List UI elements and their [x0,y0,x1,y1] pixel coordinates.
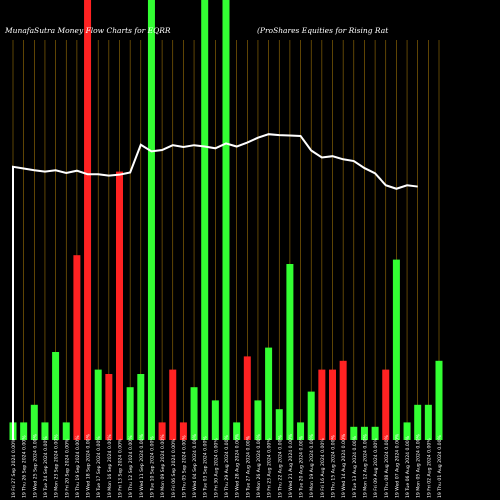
x-tick-label: 19 Tue 13 Aug 2024 0.00% [352,435,358,498]
x-tick-label: 19 Thu 08 Aug 2024 0.00% [384,434,390,498]
money-flow-bar [435,360,443,440]
money-flow-bar [158,422,166,440]
x-tick-label: 19 Thu 26 Sep 2024 0.00% [22,435,28,498]
money-flow-bar [169,369,177,440]
money-flow-bar [318,369,326,440]
x-tick-label: 19 Thu 01 Aug 2024 0.00% [437,434,443,498]
money-flow-bar [52,352,60,440]
x-tick-label: 19 Wed 21 Aug 2024 0.00% [288,433,294,498]
money-flow-bar [41,422,49,440]
money-flow-bar [360,426,368,440]
money-flow-bar [84,0,92,440]
x-tick-label: 19 Thu 12 Sep 2024 0.00% [128,435,134,498]
x-tick-label: 19 Fri 02 Aug 2024 0.00% [426,438,432,498]
x-tick-label: 19 Thu 29 Aug 2024 0.00% [224,434,230,498]
x-tick-label: 19 Fri 23 Aug 2024 0.00% [267,438,273,498]
x-tick-label: 19 Thu 22 Aug 2024 0.00% [277,434,283,498]
money-flow-bar [414,404,422,440]
x-tick-label: 19 Mon 09 Sep 2024 0.00% [160,434,166,498]
x-tick-label: 19 Thu 19 Sep 2024 0.00% [75,435,81,498]
money-flow-bar [233,422,241,440]
x-tick-label: 19 Tue 10 Sep 2024 0.00% [149,436,155,498]
x-tick-label: 19 Mon 05 Aug 2024 0.00% [416,433,422,498]
x-tick-label: 19 Mon 16 Sep 2024 0.00% [107,434,113,498]
x-tick-label: 19 Wed 28 Aug 2024 0.00% [235,433,241,498]
money-flow-bar [307,391,315,440]
site-title: MunafaSutra Money Flow Charts for EQRR [4,26,171,35]
money-flow-bar [275,409,283,440]
money-flow-bar [350,426,358,440]
x-tick-label: 19 Fri 09 Aug 2024 0.00% [373,438,379,498]
money-flow-bar [243,356,251,440]
x-tick-label: 19 Wed 18 Sep 2024 0.00% [86,433,92,498]
x-tick-label: 19 Tue 27 Aug 2024 0.00% [245,435,251,498]
x-tick-label: 19 Thu 15 Aug 2024 0.00% [331,434,337,498]
money-flow-bar [62,422,70,440]
price-line [12,133,418,440]
money-flow-bar [30,404,38,440]
x-tick-label: 19 Tue 17 Sep 2024 0.00% [96,436,102,498]
money-flow-bar [147,0,155,440]
money-flow-bar [20,422,28,440]
x-tick-label: 19 Fri 20 Sep 2024 0.00% [64,438,70,498]
money-flow-bar [105,374,113,440]
money-flow-bar [222,0,230,440]
bars [9,0,443,440]
x-tick-label: 19 Fri 13 Sep 2024 0.00% [118,438,124,498]
money-flow-bar [403,422,411,440]
x-tick-label: 19 Thu 05 Sep 2024 0.00% [181,435,187,498]
x-tick-label: 19 Mon 12 Aug 2024 0.00% [362,433,368,498]
money-flow-bar [201,0,209,440]
money-flow-bar [297,422,305,440]
x-tick-label: 19 Wed 07 Aug 2024 0.00% [394,433,400,498]
x-tick-label: 19 Fri 16 Aug 2024 0.00% [320,438,326,498]
money-flow-bar [137,374,145,440]
x-tick-label: 19 Tue 03 Sep 2024 0.00% [203,436,209,498]
money-flow-bar [371,426,379,440]
money-flow-bar [211,400,219,440]
money-flow-bar [339,360,347,440]
x-tick-label: 19 Wed 25 Sep 2024 0.00% [32,433,38,498]
x-tick-label: 19 Mon 19 Aug 2024 0.00% [309,433,315,498]
money-flow-bar [126,387,134,440]
money-flow-bar [286,264,294,440]
x-tick-label: 19 Wed 14 Aug 2024 0.00% [341,433,347,498]
x-tick-label: 19 Tue 06 Aug 2024 0.00% [405,435,411,498]
x-tick-label: 19 Mon 23 Sep 2024 0.00% [54,434,60,498]
x-tick-labels: 19 Fri 27 Sep 2024 0.00% 19 Thu 26 Sep 20… [11,433,443,498]
x-tick-label: 19 Fri 27 Sep 2024 0.00% [11,438,17,498]
money-flow-bar [424,404,432,440]
money-flow-bar [265,347,273,440]
x-tick-label: 19 Tue 24 Sep 2024 0.00% [43,436,49,498]
money-flow-bar [190,387,198,440]
instrument-title: (ProShares Equities for Rising Rat [257,26,389,35]
x-tick-label: 19 Mon 26 Aug 2024 0.00% [256,433,262,498]
money-flow-bar [254,400,262,440]
x-tick-label: 19 Wed 04 Sep 2024 0.00% [192,433,198,498]
x-tick-label: 19 Wed 11 Sep 2024 0.00% [139,433,145,498]
money-flow-bar [329,369,336,440]
x-tick-label: 19 Tue 20 Aug 2024 0.00% [299,435,305,498]
money-flow-bar [392,259,400,440]
x-tick-label: 19 Fri 30 Aug 2024 0.00% [213,438,219,498]
money-flow-bar [382,369,390,440]
money-flow-bar [116,171,123,440]
money-flow-bar [73,255,81,440]
money-flow-bar [179,422,187,440]
x-tick-label: 19 Fri 06 Sep 2024 0.00% [171,438,177,498]
money-flow-bar [94,369,102,440]
